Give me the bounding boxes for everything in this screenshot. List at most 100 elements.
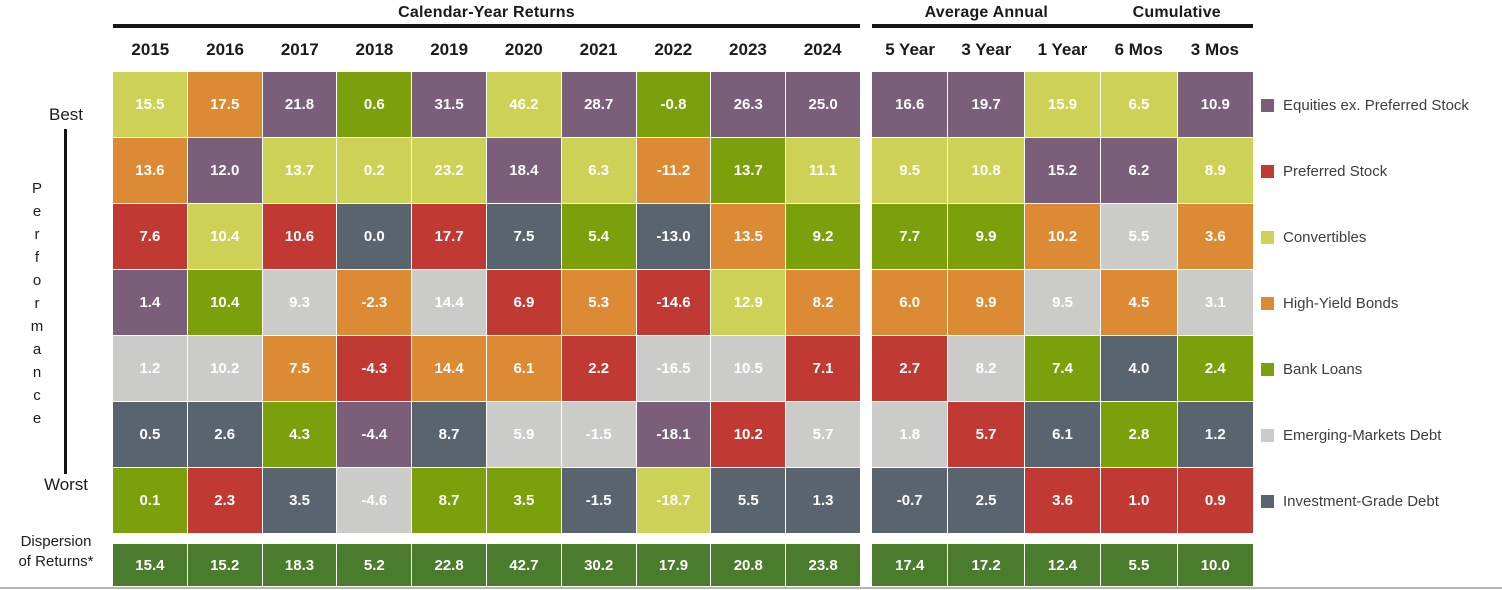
return-cell: 3.5 [262, 468, 337, 533]
dispersion-label-line1: Dispersion [20, 533, 92, 550]
calendar-year-column-headers: 2015 2016 2017 2018 2019 2020 2021 2022 2023 2024 [113, 28, 860, 72]
return-cell: 4.3 [262, 402, 337, 467]
return-cell: 8.7 [412, 468, 486, 533]
legend-swatch-em-icon [1261, 428, 1274, 442]
return-cell: 19.7 [948, 72, 1024, 137]
return-cell: 5.5 [1101, 204, 1177, 269]
return-cell: 28.7 [561, 72, 636, 137]
return-cell: 7.1 [786, 336, 860, 401]
return-cell: 13.6 [113, 138, 187, 203]
return-cell: 4.0 [1101, 336, 1177, 401]
year-column-header: 2022 [654, 40, 693, 59]
return-cell: 11.1 [786, 138, 860, 203]
dispersion-cell: 17.2 [948, 544, 1024, 586]
dispersion-cell: 10.0 [1177, 544, 1253, 586]
return-cell: 7.6 [113, 204, 187, 269]
year-column-header: 2021 [579, 40, 618, 59]
return-cell: 3.1 [1177, 270, 1253, 335]
return-cell: 7.7 [872, 204, 948, 269]
return-cell: 7.5 [487, 204, 561, 269]
return-cell: 10.6 [262, 204, 337, 269]
period-dispersion-row: 17.4 17.2 12.4 5.5 10.0 [872, 544, 1253, 586]
return-cell: 10.2 [187, 336, 262, 401]
calendar-year-returns-block: Calendar-Year Returns 2015 2016 2017 2018 20… [113, 0, 860, 586]
return-cell: 2.7 [872, 336, 948, 401]
year-column-header: 2015 [131, 40, 170, 59]
calendar-dispersion-row: 15.4 15.2 18.3 5.2 22.8 42.7 30.2 17.9 20.8 23.8 [113, 544, 860, 586]
return-cell: 13.5 [711, 204, 786, 269]
year-column-header: 2019 [430, 40, 469, 59]
return-cell: 10.2 [1024, 204, 1101, 269]
dispersion-cell: 23.8 [786, 544, 860, 586]
legend-swatch-ig-icon [1261, 494, 1274, 508]
dispersion-cell: 12.4 [1024, 544, 1101, 586]
return-cell: 0.1 [113, 468, 187, 533]
legend-item: Emerging-Markets Debt [1261, 402, 1469, 468]
return-cell: 10.2 [711, 402, 786, 467]
return-cell: 1.0 [1101, 468, 1177, 533]
return-cell: 26.3 [711, 72, 786, 137]
best-label: Best [48, 105, 84, 124]
dispersion-cell: 15.4 [113, 544, 187, 586]
return-cell: 5.4 [561, 204, 636, 269]
return-cell: -13.0 [636, 204, 711, 269]
dispersion-cell: 17.4 [872, 544, 948, 586]
return-cell: 0.5 [113, 402, 187, 467]
legend-label: High-Yield Bonds [1283, 294, 1399, 312]
return-cell: 10.9 [1177, 72, 1253, 137]
performance-letter: a [32, 341, 42, 358]
return-cell: 16.6 [872, 72, 948, 137]
return-cell: 5.3 [561, 270, 636, 335]
return-cell: -14.6 [636, 270, 711, 335]
legend-swatch-cv-icon [1261, 230, 1274, 244]
performance-letter: o [32, 272, 42, 289]
return-cell: 3.6 [1024, 468, 1101, 533]
return-cell: 13.7 [262, 138, 337, 203]
return-cell: -1.5 [561, 468, 636, 533]
dispersion-cell: 5.2 [337, 544, 412, 586]
return-cell: 6.9 [487, 270, 561, 335]
legend-label: Emerging-Markets Debt [1283, 426, 1442, 444]
return-cell: 2.2 [561, 336, 636, 401]
year-column-header: 2016 [206, 40, 244, 59]
return-cell: 1.2 [113, 336, 187, 401]
return-cell: 15.9 [1024, 72, 1101, 137]
period-column-header: 5 Year [885, 40, 935, 59]
period-column-header: 6 Mos [1114, 40, 1163, 59]
legend-swatch-hy-icon [1261, 296, 1274, 310]
return-cell: 14.4 [412, 270, 486, 335]
legend-item: Preferred Stock [1261, 138, 1469, 204]
legend-label: Preferred Stock [1283, 162, 1388, 180]
asset-class-legend: Equities ex. Preferred Stock Preferred St… [1261, 72, 1469, 534]
performance-letter: P [31, 180, 42, 197]
legend-swatch-ps-icon [1261, 164, 1274, 178]
legend-item: Investment-Grade Debt [1261, 468, 1469, 534]
worst-label: Worst [43, 475, 89, 494]
year-column-header: 2017 [280, 40, 319, 59]
performance-letter: n [32, 364, 42, 381]
return-cell: 0.2 [337, 138, 412, 203]
dispersion-of-returns-label: Dispersion of Returns* [0, 532, 112, 572]
return-cell: 25.0 [786, 72, 860, 137]
legend-item: Bank Loans [1261, 336, 1469, 402]
return-cell: -2.3 [337, 270, 412, 335]
return-cell: 18.4 [487, 138, 561, 203]
legend-item: Equities ex. Preferred Stock [1261, 72, 1469, 138]
return-cell: 6.1 [487, 336, 561, 401]
return-cell: 1.8 [872, 402, 948, 467]
period-column-headers: 5 Year 3 Year 1 Year 6 Mos 3 Mos [872, 28, 1253, 72]
period-column-header: 3 Mos [1190, 40, 1239, 59]
return-cell: 5.7 [786, 402, 860, 467]
return-cell: -18.7 [636, 468, 711, 533]
return-cell: 9.9 [948, 204, 1024, 269]
return-cell: 2.8 [1101, 402, 1177, 467]
return-cell: -0.7 [872, 468, 948, 533]
performance-letter: r [34, 226, 40, 243]
return-cell: 23.2 [412, 138, 486, 203]
performance-letter: m [30, 318, 44, 335]
dispersion-cell: 30.2 [561, 544, 636, 586]
return-cell: 6.5 [1101, 72, 1177, 137]
performance-letter: e [32, 410, 42, 427]
